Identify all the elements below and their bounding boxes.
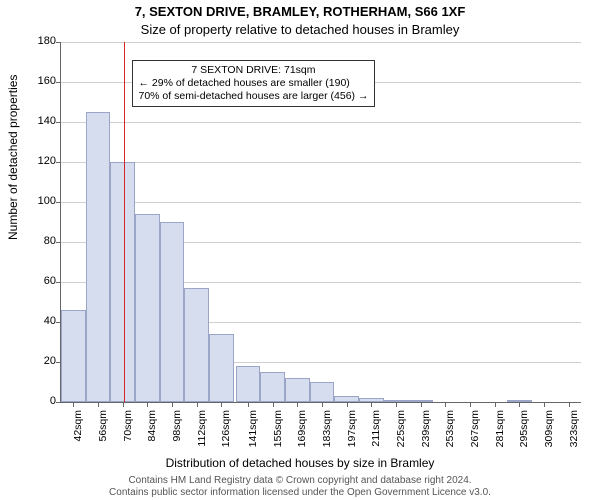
x-tick-mark (347, 402, 348, 407)
y-tick-label: 120 (26, 155, 56, 167)
x-tick-label: 98sqm (171, 410, 183, 450)
x-tick-mark (248, 402, 249, 407)
histogram-bar (135, 214, 160, 402)
y-tick-label: 180 (26, 35, 56, 47)
histogram-bar (236, 366, 261, 402)
x-tick-mark (221, 402, 222, 407)
x-tick-label: 169sqm (296, 410, 308, 450)
x-tick-label: 70sqm (122, 410, 134, 450)
histogram-bar (110, 162, 135, 402)
histogram-bar (260, 372, 285, 402)
y-tick-label: 60 (26, 275, 56, 287)
x-tick-label: 323sqm (568, 410, 580, 450)
chart-sub-title: Size of property relative to detached ho… (0, 22, 600, 37)
y-axis-label: Number of detached properties (6, 75, 20, 240)
histogram-bar (160, 222, 185, 402)
x-tick-mark (396, 402, 397, 407)
x-tick-mark (371, 402, 372, 407)
y-tick-mark (56, 402, 61, 403)
grid-line (61, 122, 581, 123)
histogram-chart: 7, SEXTON DRIVE, BRAMLEY, ROTHERHAM, S66… (0, 0, 600, 500)
y-tick-label: 160 (26, 75, 56, 87)
y-tick-label: 40 (26, 315, 56, 327)
x-tick-mark (147, 402, 148, 407)
x-tick-mark (470, 402, 471, 407)
x-tick-mark (519, 402, 520, 407)
x-axis-label: Distribution of detached houses by size … (0, 456, 600, 470)
x-tick-label: 309sqm (543, 410, 555, 450)
x-tick-label: 112sqm (196, 410, 208, 450)
x-tick-mark (273, 402, 274, 407)
x-tick-label: 56sqm (97, 410, 109, 450)
x-tick-label: 211sqm (370, 410, 382, 450)
grid-line (61, 42, 581, 43)
y-tick-label: 140 (26, 115, 56, 127)
x-tick-mark (73, 402, 74, 407)
histogram-bar (285, 378, 310, 402)
histogram-bar (184, 288, 209, 402)
x-tick-label: 197sqm (346, 410, 358, 450)
annotation-box: 7 SEXTON DRIVE: 71sqm← 29% of detached h… (132, 60, 376, 107)
y-tick-mark (56, 202, 61, 203)
x-tick-mark (569, 402, 570, 407)
x-tick-label: 267sqm (469, 410, 481, 450)
x-tick-mark (98, 402, 99, 407)
x-tick-mark (495, 402, 496, 407)
x-tick-mark (297, 402, 298, 407)
y-tick-label: 100 (26, 195, 56, 207)
x-tick-mark (197, 402, 198, 407)
x-tick-label: 239sqm (420, 410, 432, 450)
x-tick-label: 253sqm (444, 410, 456, 450)
y-tick-label: 80 (26, 235, 56, 247)
x-tick-label: 183sqm (321, 410, 333, 450)
y-tick-label: 20 (26, 355, 56, 367)
annotation-line-1: 7 SEXTON DRIVE: 71sqm (139, 64, 369, 77)
y-tick-mark (56, 282, 61, 283)
histogram-bar (61, 310, 86, 402)
x-tick-mark (445, 402, 446, 407)
x-tick-mark (421, 402, 422, 407)
histogram-bar (209, 334, 234, 402)
x-tick-label: 42sqm (72, 410, 84, 450)
chart-main-title: 7, SEXTON DRIVE, BRAMLEY, ROTHERHAM, S66… (0, 4, 600, 19)
x-tick-label: 281sqm (494, 410, 506, 450)
x-tick-label: 84sqm (146, 410, 158, 450)
y-tick-mark (56, 42, 61, 43)
attribution-line-2: Contains public sector information licen… (109, 487, 491, 498)
x-tick-label: 126sqm (220, 410, 232, 450)
x-tick-label: 141sqm (247, 410, 259, 450)
attribution-text: Contains HM Land Registry data © Crown c… (0, 475, 600, 498)
y-tick-label: 0 (26, 395, 56, 407)
histogram-bar (310, 382, 335, 402)
marker-line (124, 42, 125, 402)
annotation-line-2: ← 29% of detached houses are smaller (19… (139, 77, 369, 90)
y-tick-mark (56, 122, 61, 123)
y-tick-mark (56, 82, 61, 83)
y-tick-mark (56, 242, 61, 243)
histogram-bar (86, 112, 111, 402)
grid-line (61, 162, 581, 163)
annotation-line-3: 70% of semi-detached houses are larger (… (139, 90, 369, 103)
plot-area: 7 SEXTON DRIVE: 71sqm← 29% of detached h… (60, 42, 581, 403)
x-tick-label: 155sqm (272, 410, 284, 450)
x-tick-label: 225sqm (395, 410, 407, 450)
x-tick-mark (322, 402, 323, 407)
y-tick-mark (56, 162, 61, 163)
x-tick-mark (544, 402, 545, 407)
x-tick-label: 295sqm (518, 410, 530, 450)
attribution-line-1: Contains HM Land Registry data © Crown c… (128, 475, 471, 486)
grid-line (61, 202, 581, 203)
x-tick-mark (172, 402, 173, 407)
x-tick-mark (123, 402, 124, 407)
